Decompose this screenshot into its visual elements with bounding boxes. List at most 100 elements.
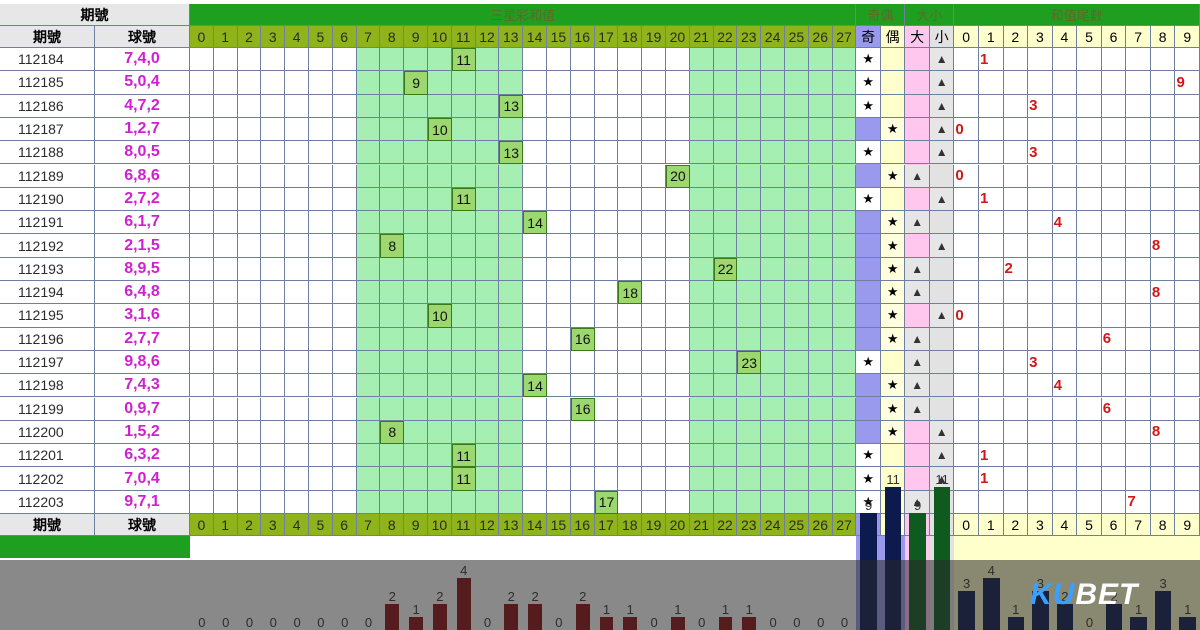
tail-cell bbox=[978, 374, 1004, 398]
big-cell: ▲ bbox=[905, 374, 930, 398]
sum-grid-cell bbox=[832, 117, 857, 142]
tail-cell bbox=[1052, 187, 1078, 212]
tail-cell bbox=[1052, 48, 1078, 72]
sum-grid-cell bbox=[832, 257, 857, 281]
tail-cell bbox=[1077, 397, 1102, 421]
header-sum-col: 27 bbox=[832, 26, 857, 48]
tail-cell bbox=[978, 141, 1004, 165]
footer-sum-col: 0 bbox=[190, 514, 214, 536]
sum-grid-cell bbox=[285, 211, 309, 235]
sum-grid-cell bbox=[380, 187, 405, 212]
sum-grid-cell bbox=[666, 234, 690, 258]
sum-grid-cell bbox=[475, 211, 500, 235]
tail-cell bbox=[978, 327, 1004, 351]
sum-grid-cell bbox=[332, 94, 357, 118]
sum-grid-cell bbox=[570, 257, 595, 281]
even-cell: ★ bbox=[880, 304, 906, 328]
header-sum-col: 4 bbox=[285, 26, 309, 48]
header-sum-col: 6 bbox=[332, 26, 357, 48]
sum-grid-cell bbox=[261, 257, 286, 281]
footer-tail-col: 4 bbox=[1052, 514, 1078, 536]
period-cell: 112200 bbox=[0, 420, 95, 445]
balls-cell: 6,8,6 bbox=[95, 164, 190, 188]
tail-cell bbox=[1077, 94, 1102, 118]
footer-sum-col: 11 bbox=[451, 514, 476, 536]
tail-cell bbox=[1003, 420, 1029, 445]
sum-grid-cell bbox=[261, 327, 286, 351]
big-count-bar-label: 9 bbox=[914, 498, 922, 513]
sum-grid-cell bbox=[666, 397, 690, 421]
sum-grid-cell bbox=[785, 141, 809, 165]
sum-grid-cell bbox=[332, 490, 357, 514]
sum-grid-cell bbox=[618, 490, 643, 514]
tail-cell bbox=[1077, 164, 1102, 188]
header-period-col: 期號 bbox=[0, 26, 95, 48]
tail-cell bbox=[1175, 420, 1200, 445]
sum-grid-cell bbox=[404, 467, 428, 491]
big-cell: ▲ bbox=[905, 350, 930, 375]
even-cell: ★ bbox=[880, 420, 906, 445]
tail-cell bbox=[1101, 490, 1127, 514]
sum-grid-cell bbox=[285, 257, 309, 281]
tail-cell bbox=[1126, 71, 1151, 95]
sum-grid-cell bbox=[594, 420, 619, 445]
header-small-col: 小 bbox=[929, 26, 955, 48]
sum-grid-cell bbox=[785, 327, 809, 351]
sum-grid-cell bbox=[499, 304, 524, 328]
sum-grid-cell bbox=[332, 327, 357, 351]
sum-grid-cell bbox=[737, 234, 762, 258]
sum-grid-cell bbox=[666, 467, 690, 491]
sum-grid-cell bbox=[451, 350, 476, 375]
sum-grid-cell bbox=[642, 467, 666, 491]
sum-hit-cell: 14 bbox=[523, 211, 547, 235]
footer-sum-col: 4 bbox=[285, 514, 309, 536]
sum-grid-cell bbox=[666, 94, 690, 118]
sum-grid-cell bbox=[475, 304, 500, 328]
footer-sum-col: 20 bbox=[666, 514, 690, 536]
tail-cell bbox=[1175, 397, 1200, 421]
header-sum-col: 2 bbox=[237, 26, 262, 48]
sum-grid-cell bbox=[190, 420, 214, 445]
sum-grid-cell bbox=[547, 211, 571, 235]
tail-cell bbox=[1101, 94, 1127, 118]
sum-grid-cell bbox=[642, 48, 666, 72]
sum-grid-cell bbox=[428, 257, 452, 281]
sum-grid-cell bbox=[808, 374, 833, 398]
sum-grid-cell bbox=[190, 444, 214, 468]
sum-grid-cell bbox=[451, 281, 476, 305]
sum-grid-cell bbox=[237, 187, 262, 212]
sum-grid-cell bbox=[356, 257, 381, 281]
sum-grid-cell bbox=[713, 48, 738, 72]
sum-grid-cell bbox=[356, 164, 381, 188]
sum-grid-cell bbox=[737, 420, 762, 445]
sum-grid-cell bbox=[261, 490, 286, 514]
sum-grid-cell bbox=[261, 48, 286, 72]
tail-cell bbox=[1101, 211, 1127, 235]
footer-sum-col: 12 bbox=[475, 514, 500, 536]
sum-grid-cell bbox=[832, 281, 857, 305]
sum-grid-cell bbox=[356, 350, 381, 375]
balls-cell: 8,0,5 bbox=[95, 141, 190, 165]
footer-sum-col: 5 bbox=[309, 514, 333, 536]
sum-grid-cell bbox=[404, 281, 428, 305]
header-sum-col: 22 bbox=[713, 26, 738, 48]
tail-cell bbox=[1101, 48, 1127, 72]
footer-sum-col: 25 bbox=[785, 514, 809, 536]
period-cell: 112196 bbox=[0, 327, 95, 351]
sum-grid-cell bbox=[832, 374, 857, 398]
sum-grid-cell bbox=[356, 467, 381, 491]
sum-grid-cell bbox=[380, 327, 405, 351]
header-tail-col: 9 bbox=[1175, 26, 1200, 48]
tail-cell bbox=[1028, 304, 1053, 328]
sum-grid-cell bbox=[451, 257, 476, 281]
tail-cell bbox=[1126, 397, 1151, 421]
period-group-header: 期號 bbox=[0, 4, 190, 26]
tail-cell bbox=[954, 187, 979, 212]
sum-grid-cell bbox=[808, 304, 833, 328]
sum-grid-cell bbox=[285, 397, 309, 421]
sum-hit-cell: 22 bbox=[713, 257, 738, 281]
header-sum-col: 14 bbox=[523, 26, 547, 48]
header-tail-col: 1 bbox=[978, 26, 1004, 48]
sum-grid-cell bbox=[190, 234, 214, 258]
sum-grid-cell bbox=[261, 187, 286, 212]
